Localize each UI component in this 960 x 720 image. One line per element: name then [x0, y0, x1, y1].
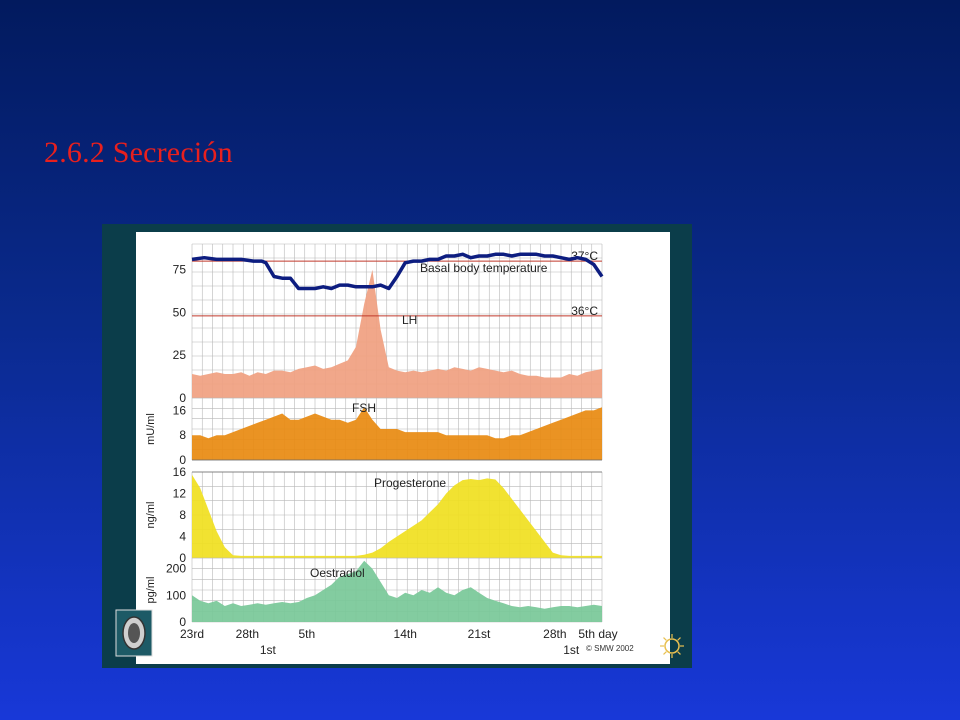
- slide-title: 2.6.2 Secreción: [44, 136, 233, 169]
- y-tick-label: 50: [173, 305, 187, 319]
- y-tick-label: 25: [173, 348, 187, 362]
- y-tick-label: 0: [179, 391, 186, 405]
- y-tick-label: 100: [166, 588, 186, 602]
- y-tick-label: 8: [179, 428, 186, 442]
- series-label-progesterone: Progesterone: [374, 476, 446, 490]
- x-tick-label: 21st: [468, 627, 491, 641]
- x-tick-label: 14th: [394, 627, 417, 641]
- x-tick-label: 5th day: [578, 627, 617, 641]
- area-fsh: [192, 407, 602, 460]
- y-tick-label: 16: [173, 403, 187, 417]
- y-axis-label: mU/ml: [145, 413, 157, 445]
- x-tick-label: 28th: [543, 627, 566, 641]
- panel-progesterone: Progesterone 0 4 8 12 16 ng/ml: [145, 465, 603, 565]
- x-tick-label: 23rd: [180, 627, 204, 641]
- reference-line-label: 36°C: [571, 304, 598, 318]
- y-tick-label: 0: [179, 453, 186, 467]
- y-axis-label: pg/ml: [145, 577, 157, 604]
- y-tick-label: 75: [173, 263, 187, 277]
- series-label-oestradiol: Oestradiol: [310, 566, 365, 580]
- area-progesterone: [192, 474, 602, 558]
- x-tick-label: 28th: [236, 627, 259, 641]
- copyright-text: © SMW 2002: [586, 644, 634, 653]
- y-tick-label: 4: [179, 530, 186, 544]
- x-tick-label: 5th: [298, 627, 315, 641]
- x-subtick-label: 1st: [260, 643, 277, 657]
- y-axis-label: ng/ml: [145, 502, 157, 529]
- series-label-basal-body-temperature: Basal body temperature: [420, 261, 548, 275]
- x-subtick-label: 1st: [563, 643, 580, 657]
- reference-line-label: 37°C: [571, 249, 598, 263]
- panel-fsh: FSH 0 8 16 mU/ml: [145, 397, 603, 467]
- y-tick-label: 0: [179, 551, 186, 565]
- y-tick-label: 16: [173, 465, 187, 479]
- y-tick-label: 12: [173, 487, 187, 501]
- series-label-fsh: FSH: [352, 401, 376, 415]
- area-lh: [192, 269, 602, 398]
- hormone-chart: 37°C 36°C LH Basal body temperature 0 25 50 75 F…: [115, 243, 684, 658]
- series-label-lh: LH: [402, 313, 417, 327]
- logo-icon: [115, 609, 153, 657]
- panel-oestradiol: Oestradiol 0 100 200 pg/ml: [145, 557, 603, 629]
- stamp-icon: [660, 634, 684, 658]
- y-tick-label: 0: [179, 615, 186, 629]
- hormone-cycle-figure: 37°C 36°C LH Basal body temperature 0 25 50 75 F…: [102, 224, 692, 668]
- panel-lh-temp: 37°C 36°C LH Basal body temperature 0 25 50 75: [173, 243, 604, 405]
- y-tick-label: 200: [166, 562, 186, 576]
- area-oestradiol: [192, 560, 602, 622]
- y-tick-label: 8: [179, 508, 186, 522]
- line-basal-body-temperature: [191, 252, 604, 291]
